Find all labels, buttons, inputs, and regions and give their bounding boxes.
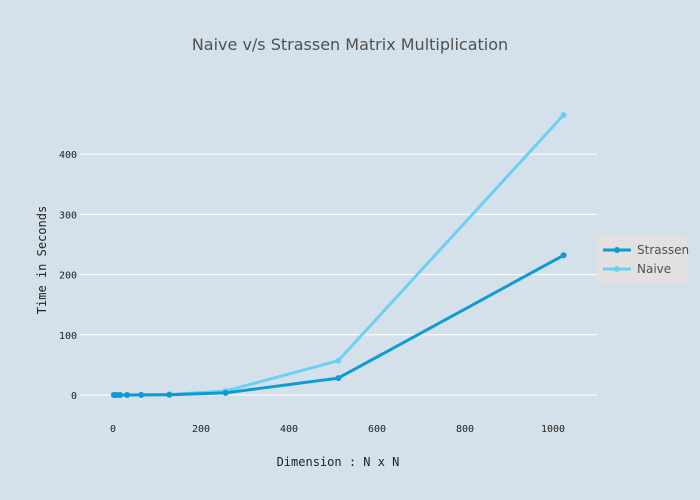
series-naive xyxy=(110,112,567,398)
x-tick-label: 400 xyxy=(280,424,298,435)
data-point-strassen[interactable] xyxy=(166,391,173,398)
grid xyxy=(80,153,597,396)
data-point-naive[interactable] xyxy=(335,357,342,364)
legend-item-naive[interactable]: Naive xyxy=(603,262,671,276)
y-tick-label: 300 xyxy=(59,210,77,221)
legend-item-strassen[interactable]: Strassen xyxy=(603,243,689,257)
x-tick-label: 0 xyxy=(110,424,116,435)
legend[interactable]: Strassen Naive xyxy=(597,236,689,283)
data-point-strassen[interactable] xyxy=(124,391,131,398)
x-axis-ticks: 0 200 400 600 800 1000 xyxy=(110,424,565,435)
plot-area xyxy=(110,112,567,398)
data-point-strassen[interactable] xyxy=(335,375,342,382)
y-tick-label: 400 xyxy=(59,150,77,161)
legend-marker-naive xyxy=(614,266,620,272)
data-point-strassen[interactable] xyxy=(117,391,124,398)
legend-label-naive: Naive xyxy=(637,262,671,276)
x-tick-label: 600 xyxy=(368,424,386,435)
y-tick-label: 100 xyxy=(59,331,77,342)
chart-title: Naive v/s Strassen Matrix Multiplication xyxy=(192,35,508,54)
series-line-strassen xyxy=(112,253,566,397)
y-axis-title: Time in Seconds xyxy=(35,206,49,314)
y-axis-ticks: 0 100 200 300 400 xyxy=(59,150,77,402)
x-axis-title: Dimension : N x N xyxy=(277,455,400,469)
data-point-strassen[interactable] xyxy=(138,391,145,398)
legend-marker-strassen xyxy=(614,247,620,253)
series-line-naive xyxy=(112,113,566,397)
x-tick-label: 1000 xyxy=(541,424,565,435)
legend-label-strassen: Strassen xyxy=(637,243,689,257)
data-point-strassen[interactable] xyxy=(222,389,229,396)
y-tick-label: 0 xyxy=(71,391,77,402)
series-strassen xyxy=(110,252,567,398)
x-tick-label: 800 xyxy=(456,424,474,435)
data-point-naive[interactable] xyxy=(560,112,567,119)
y-tick-label: 200 xyxy=(59,271,77,282)
data-point-strassen[interactable] xyxy=(560,252,567,259)
legend-background xyxy=(597,236,687,283)
x-tick-label: 200 xyxy=(192,424,210,435)
